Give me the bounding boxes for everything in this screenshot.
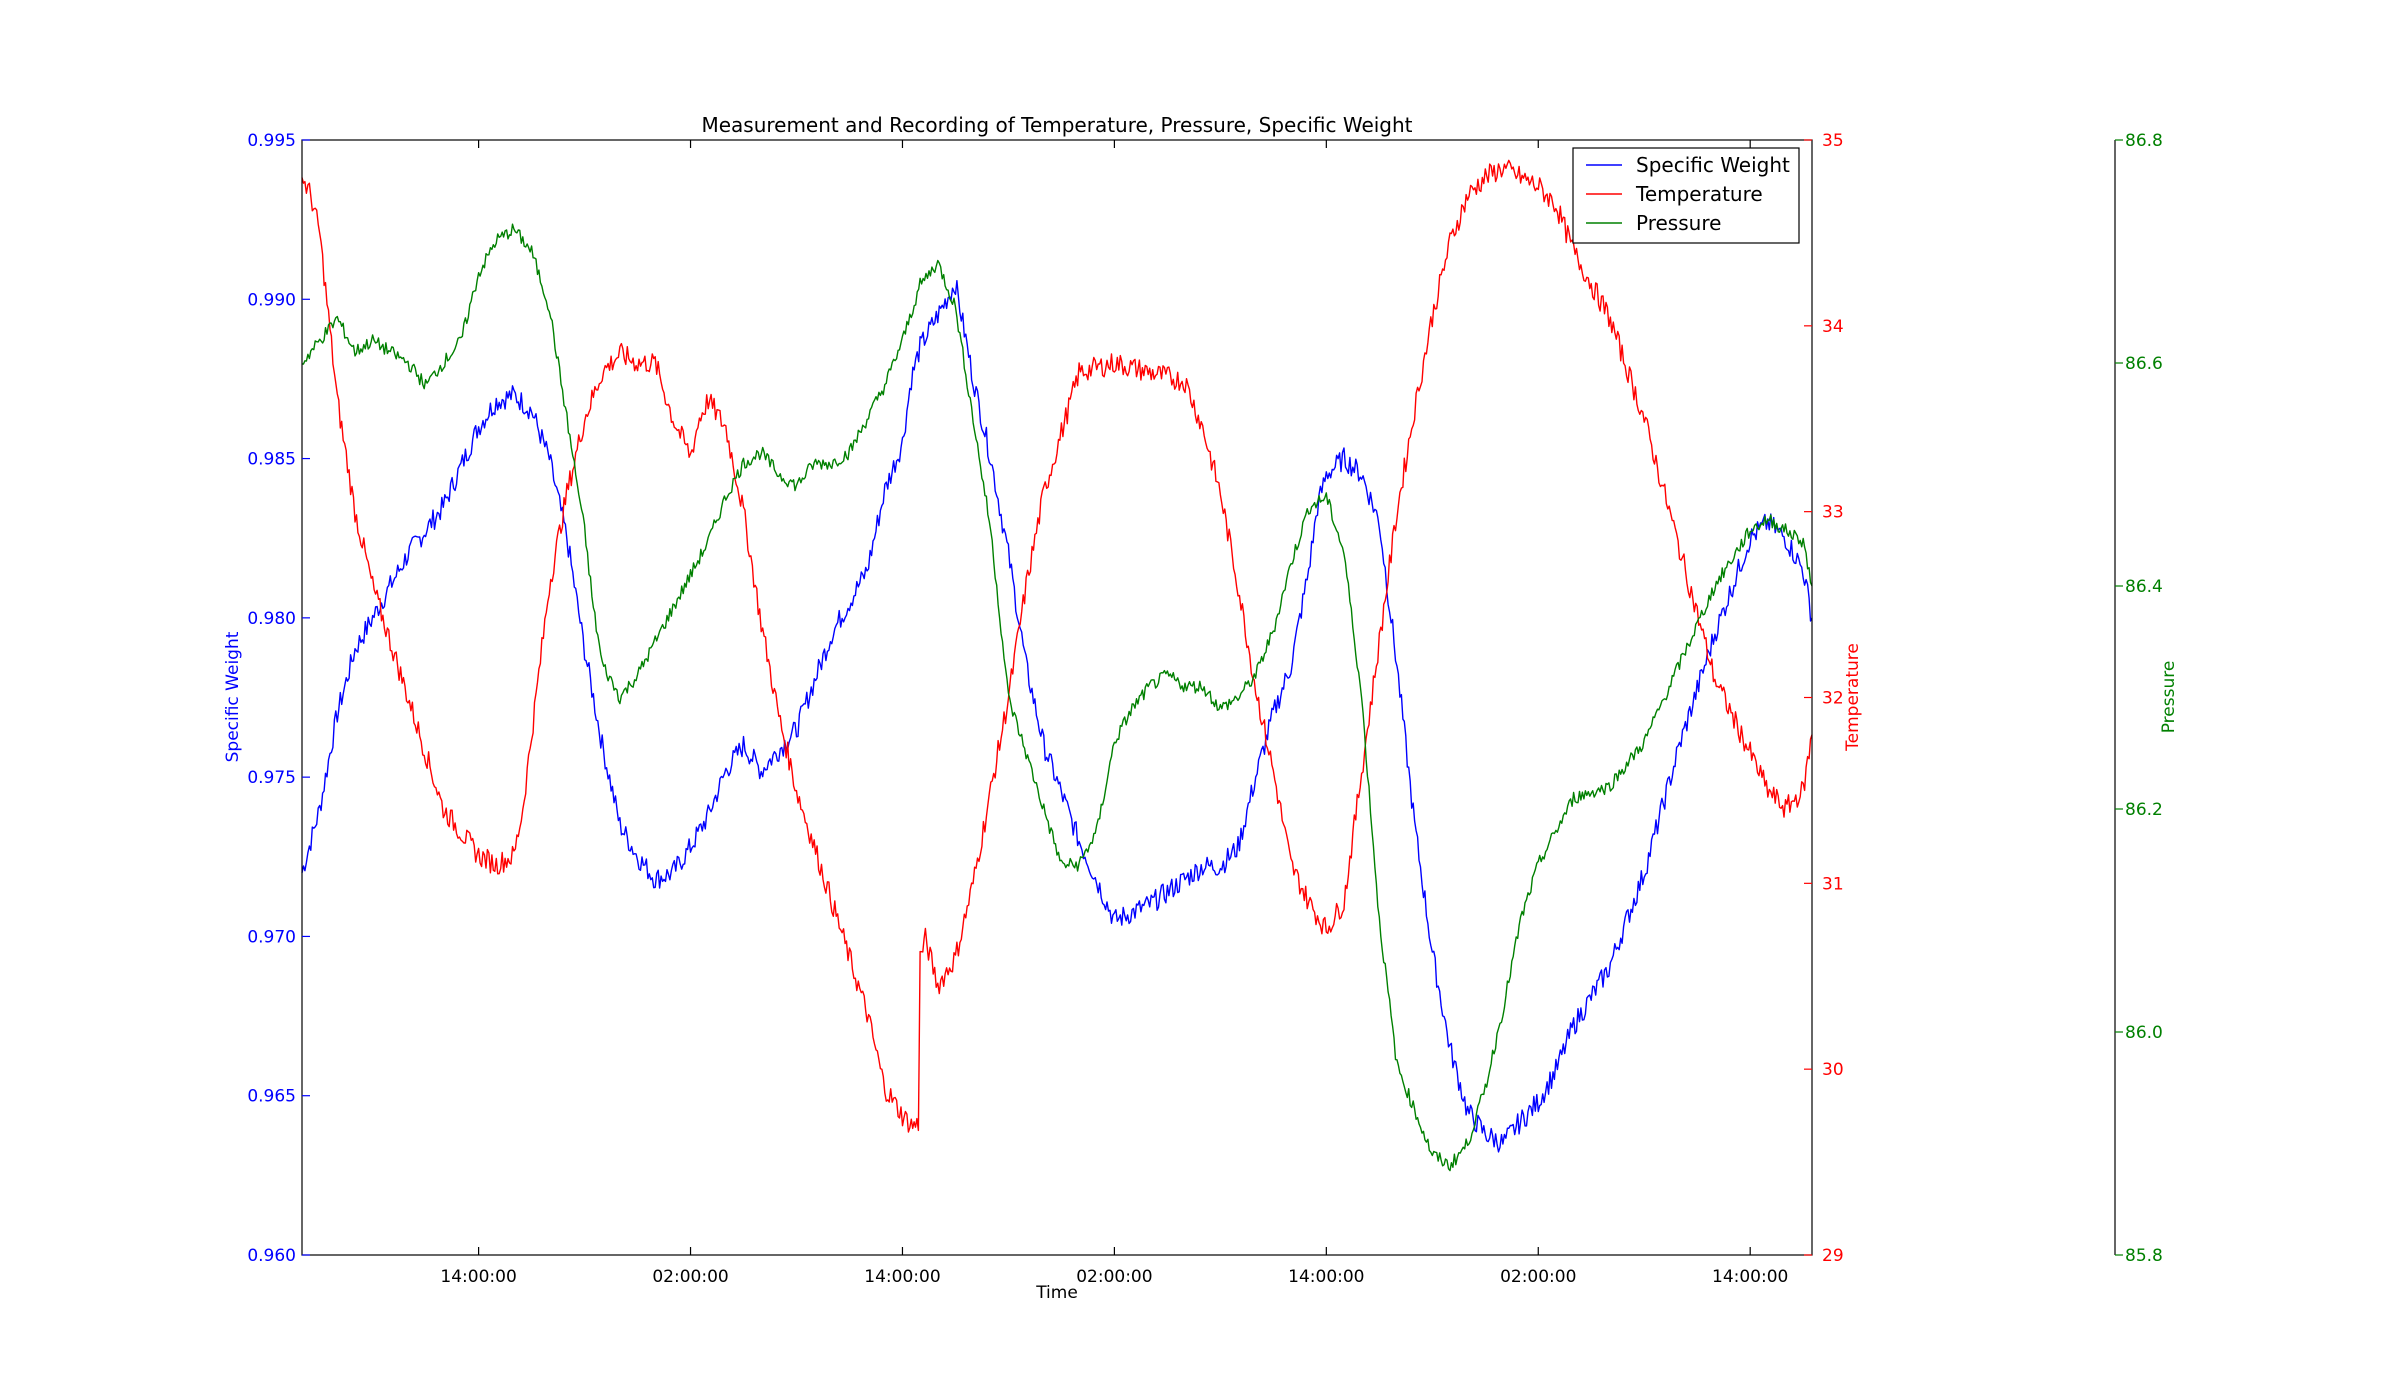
y-tick-label-sw: 0.975	[247, 768, 296, 788]
legend-box	[1572, 147, 1800, 244]
y-axis-pressure: 85.8 86.0 86.2 86.4 86.6 86.8	[2114, 131, 2163, 1266]
chart-title: Measurement and Recording of Temperature…	[701, 113, 1412, 137]
y-tick-label-temp: 35	[1822, 131, 1844, 151]
legend: Specific Weight Temperature Pressure	[1572, 147, 1800, 244]
legend-entry-temperature: Temperature	[1635, 182, 1763, 206]
x-tick-label: 02:00:00	[652, 1267, 728, 1287]
y-tick-label-sw: 0.960	[247, 1246, 296, 1266]
x-tick-label: 14:00:00	[1712, 1267, 1788, 1287]
x-axis: 14:00:00 02:00:00 14:00:00 02:00:00 14:00:00…	[440, 140, 1788, 1287]
y-tick-label-sw: 0.970	[247, 927, 296, 947]
y-tick-label-sw: 0.995	[247, 131, 296, 151]
y-tick-label-press: 85.8	[2125, 1246, 2163, 1266]
y-tick-label-press: 86.4	[2125, 577, 2163, 597]
y-tick-label-temp: 31	[1822, 874, 1844, 894]
series-layer	[301, 159, 1813, 1172]
y-tick-label-temp: 32	[1822, 689, 1844, 709]
y-tick-label-press: 86.0	[2125, 1023, 2163, 1043]
y-tick-label-press: 86.8	[2125, 131, 2163, 151]
y-tick-label-sw: 0.965	[247, 1087, 296, 1107]
legend-entry-pressure: Pressure	[1636, 211, 1721, 235]
x-axis-label: Time	[1035, 1283, 1078, 1303]
y-tick-label-temp: 29	[1822, 1246, 1844, 1266]
y-tick-label-temp: 33	[1822, 503, 1844, 523]
y-tick-label-sw: 0.985	[247, 450, 296, 470]
series-line-temperature	[301, 159, 1813, 1133]
y-axis-label-pressure: Pressure	[2159, 661, 2179, 734]
series-line-specific-weight	[301, 280, 1813, 1153]
x-tick-label: 02:00:00	[1076, 1267, 1152, 1287]
x-tick-label: 02:00:00	[1500, 1267, 1576, 1287]
y-tick-label-sw: 0.980	[247, 609, 296, 629]
y-axis-label-specific-weight: Specific Weight	[223, 631, 243, 762]
x-tick-label: 14:00:00	[864, 1267, 940, 1287]
y-tick-label-sw: 0.990	[247, 290, 296, 310]
y-axis-specific-weight: 0.960 0.965 0.970 0.975 0.980 0.985 0.990 0.995	[247, 131, 310, 1266]
x-tick-label: 14:00:00	[1288, 1267, 1364, 1287]
y-tick-label-temp: 34	[1822, 317, 1844, 337]
legend-entry-specific-weight: Specific Weight	[1636, 153, 1790, 177]
y-tick-label-temp: 30	[1822, 1060, 1844, 1080]
y-tick-label-press: 86.6	[2125, 354, 2163, 374]
y-tick-label-press: 86.2	[2125, 800, 2163, 820]
x-tick-label: 14:00:00	[440, 1267, 516, 1287]
y-axis-label-temperature: Temperature	[1843, 643, 1863, 752]
y-axis-temperature: 29 30 31 32 33 34 35	[1804, 131, 1844, 1266]
series-line-pressure	[302, 223, 1813, 1172]
